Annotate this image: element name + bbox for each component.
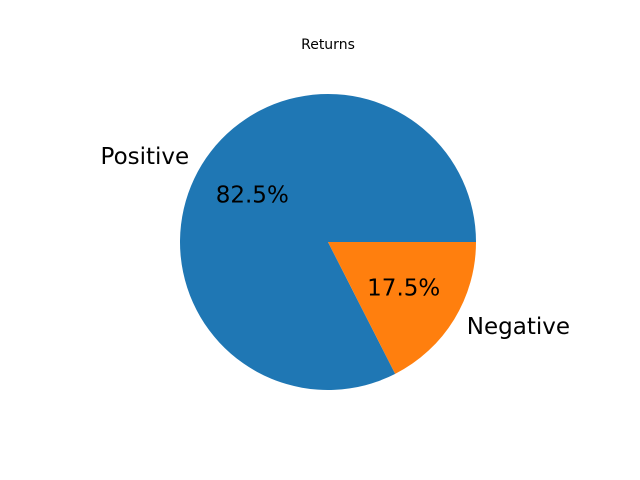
slice-label-positive: Positive (101, 144, 190, 170)
pie-labels: Positive 82.5% Negative 17.5% (101, 144, 571, 340)
pie-slices (180, 94, 476, 391)
chart-title: Returns (301, 37, 355, 53)
slice-percent-negative: 17.5% (367, 275, 440, 301)
slice-label-negative: Negative (467, 314, 570, 340)
slice-percent-positive: 82.5% (216, 183, 289, 209)
pie-slice-negative (328, 242, 476, 374)
